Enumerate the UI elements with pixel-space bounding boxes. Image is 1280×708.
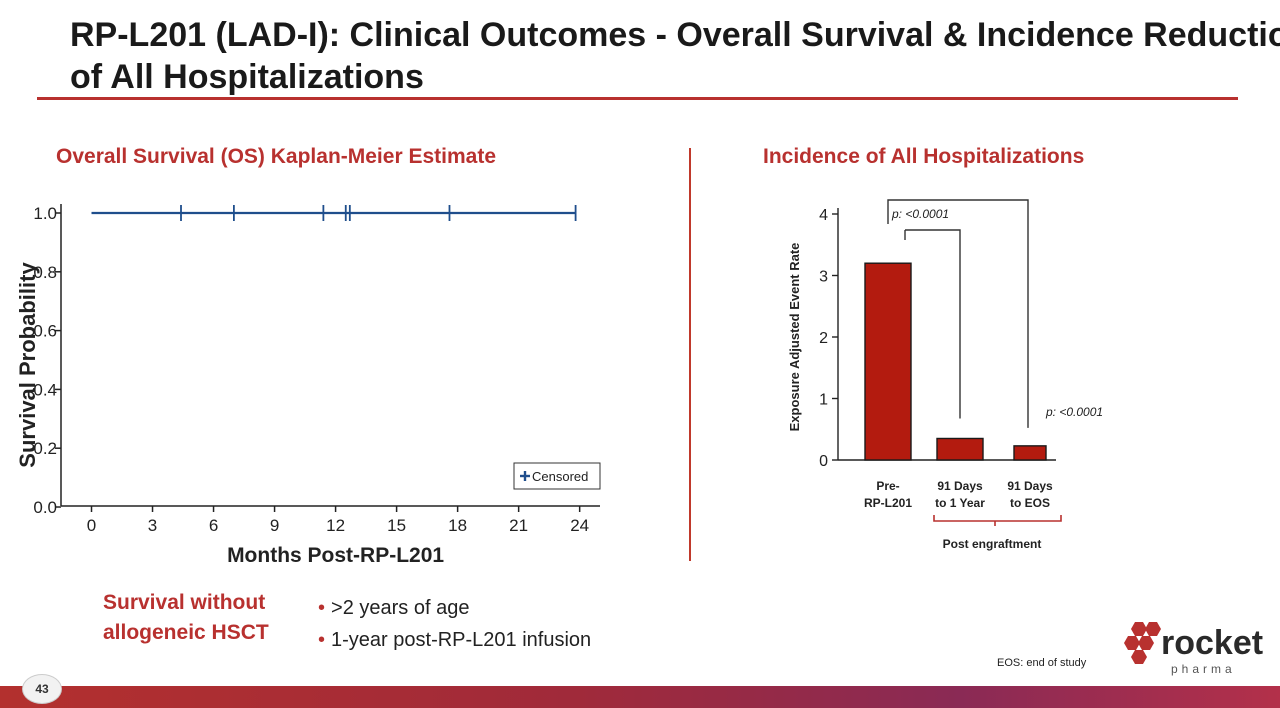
hosp-panel-title: Incidence of All Hospitalizations xyxy=(763,145,1085,168)
bottom-bar xyxy=(0,686,1280,708)
x-tick-label: 12 xyxy=(326,516,345,535)
x-tick-label: 18 xyxy=(448,516,467,535)
km-legend: Censored xyxy=(513,462,601,490)
x-axis-label: Months Post-RP-L201 xyxy=(227,544,444,567)
slide-title: RP-L201 (LAD-I): Clinical Outcomes - Ove… xyxy=(70,14,1280,98)
p-value-label: p: <0.0001 xyxy=(1045,405,1103,419)
x-tick-label: to EOS xyxy=(1010,496,1050,510)
p-value-label: p: <0.0001 xyxy=(891,207,949,221)
logo-hexagon-icon xyxy=(1124,622,1161,664)
x-tick-label: 91 Days xyxy=(937,479,983,493)
significance-bracket-2: p: <0.0001 xyxy=(887,199,1103,428)
bracket-line xyxy=(887,199,1029,428)
x-tick-label: RP-L201 xyxy=(864,496,912,510)
y-axis-label: Survival Probability xyxy=(15,262,40,468)
bracket-line xyxy=(933,515,1062,522)
y-tick-label: 0.8 xyxy=(33,263,57,282)
legend-label: Censored xyxy=(532,469,588,484)
x-tick-label: Pre- xyxy=(876,479,899,493)
x-tick-label: 15 xyxy=(387,516,406,535)
y-tick-label: 1 xyxy=(819,392,828,409)
logo-word: rocket xyxy=(1161,624,1264,662)
y-tick-label: 0.6 xyxy=(33,322,57,341)
x-tick-label: 21 xyxy=(509,516,528,535)
x-tick-label: 3 xyxy=(148,516,157,535)
significance-bracket-1: p: <0.0001 xyxy=(891,207,961,419)
bracket-line xyxy=(905,229,961,419)
bar xyxy=(1013,445,1047,461)
bullet-item: >2 years of age xyxy=(318,592,591,624)
x-tick-label: 9 xyxy=(270,516,279,535)
slide-title-line1: RP-L201 (LAD-I): Clinical Outcomes - Ove… xyxy=(70,16,1280,54)
x-tick-label: 6 xyxy=(209,516,218,535)
y-tick-label: 0.4 xyxy=(33,380,57,399)
x-tick-label: 24 xyxy=(570,516,589,535)
title-rule xyxy=(37,97,1238,100)
x-tick-label: to 1 Year xyxy=(935,496,985,510)
km-panel-title: Overall Survival (OS) Kaplan-Meier Estim… xyxy=(56,145,496,168)
y-tick-label: 0.2 xyxy=(33,439,57,458)
survival-bullets: >2 years of age 1-year post-RP-L201 infu… xyxy=(318,592,591,656)
km-chart: 0.0 0.2 0.4 0.6 0.8 1.0 0 3 6 9 12 15 18 21 24 Months P… xyxy=(15,204,601,567)
y-tick-label: 4 xyxy=(819,207,828,224)
y-axis-label: Exposure Adjusted Event Rate xyxy=(787,243,802,432)
rocket-pharma-logo: rocket pharma xyxy=(1123,620,1273,680)
y-tick-label: 3 xyxy=(819,269,828,286)
y-tick-label: 1.0 xyxy=(33,204,57,223)
survival-caption-line2: allogeneic HSCT xyxy=(103,621,269,644)
footnote: EOS: end of study xyxy=(997,657,1087,669)
panel-divider xyxy=(689,148,691,561)
bracket-label: Post engraftment xyxy=(943,537,1042,551)
bullet-item: 1-year post-RP-L201 infusion xyxy=(318,624,591,656)
x-tick-label: 91 Days xyxy=(1007,479,1053,493)
x-tick-label: 0 xyxy=(87,516,96,535)
y-tick-label: 0 xyxy=(819,453,828,470)
slide-title-line2: of All Hospitalizations xyxy=(70,58,424,96)
survival-caption-line1: Survival without xyxy=(103,591,266,614)
survival-caption: Survival without allogeneic HSCT xyxy=(103,588,269,648)
bar xyxy=(936,437,984,461)
y-tick-label: 0.0 xyxy=(33,498,57,517)
logo-sub: pharma xyxy=(1171,662,1236,676)
page-number: 43 xyxy=(22,674,62,704)
post-engraftment-bracket: Post engraftment xyxy=(933,515,1062,551)
bar xyxy=(864,262,912,461)
y-tick-label: 2 xyxy=(819,330,828,347)
hospitalization-bar-chart: 0 1 2 3 4 Exposure Adjusted Event Rate Pre- RP-… xyxy=(787,199,1103,551)
